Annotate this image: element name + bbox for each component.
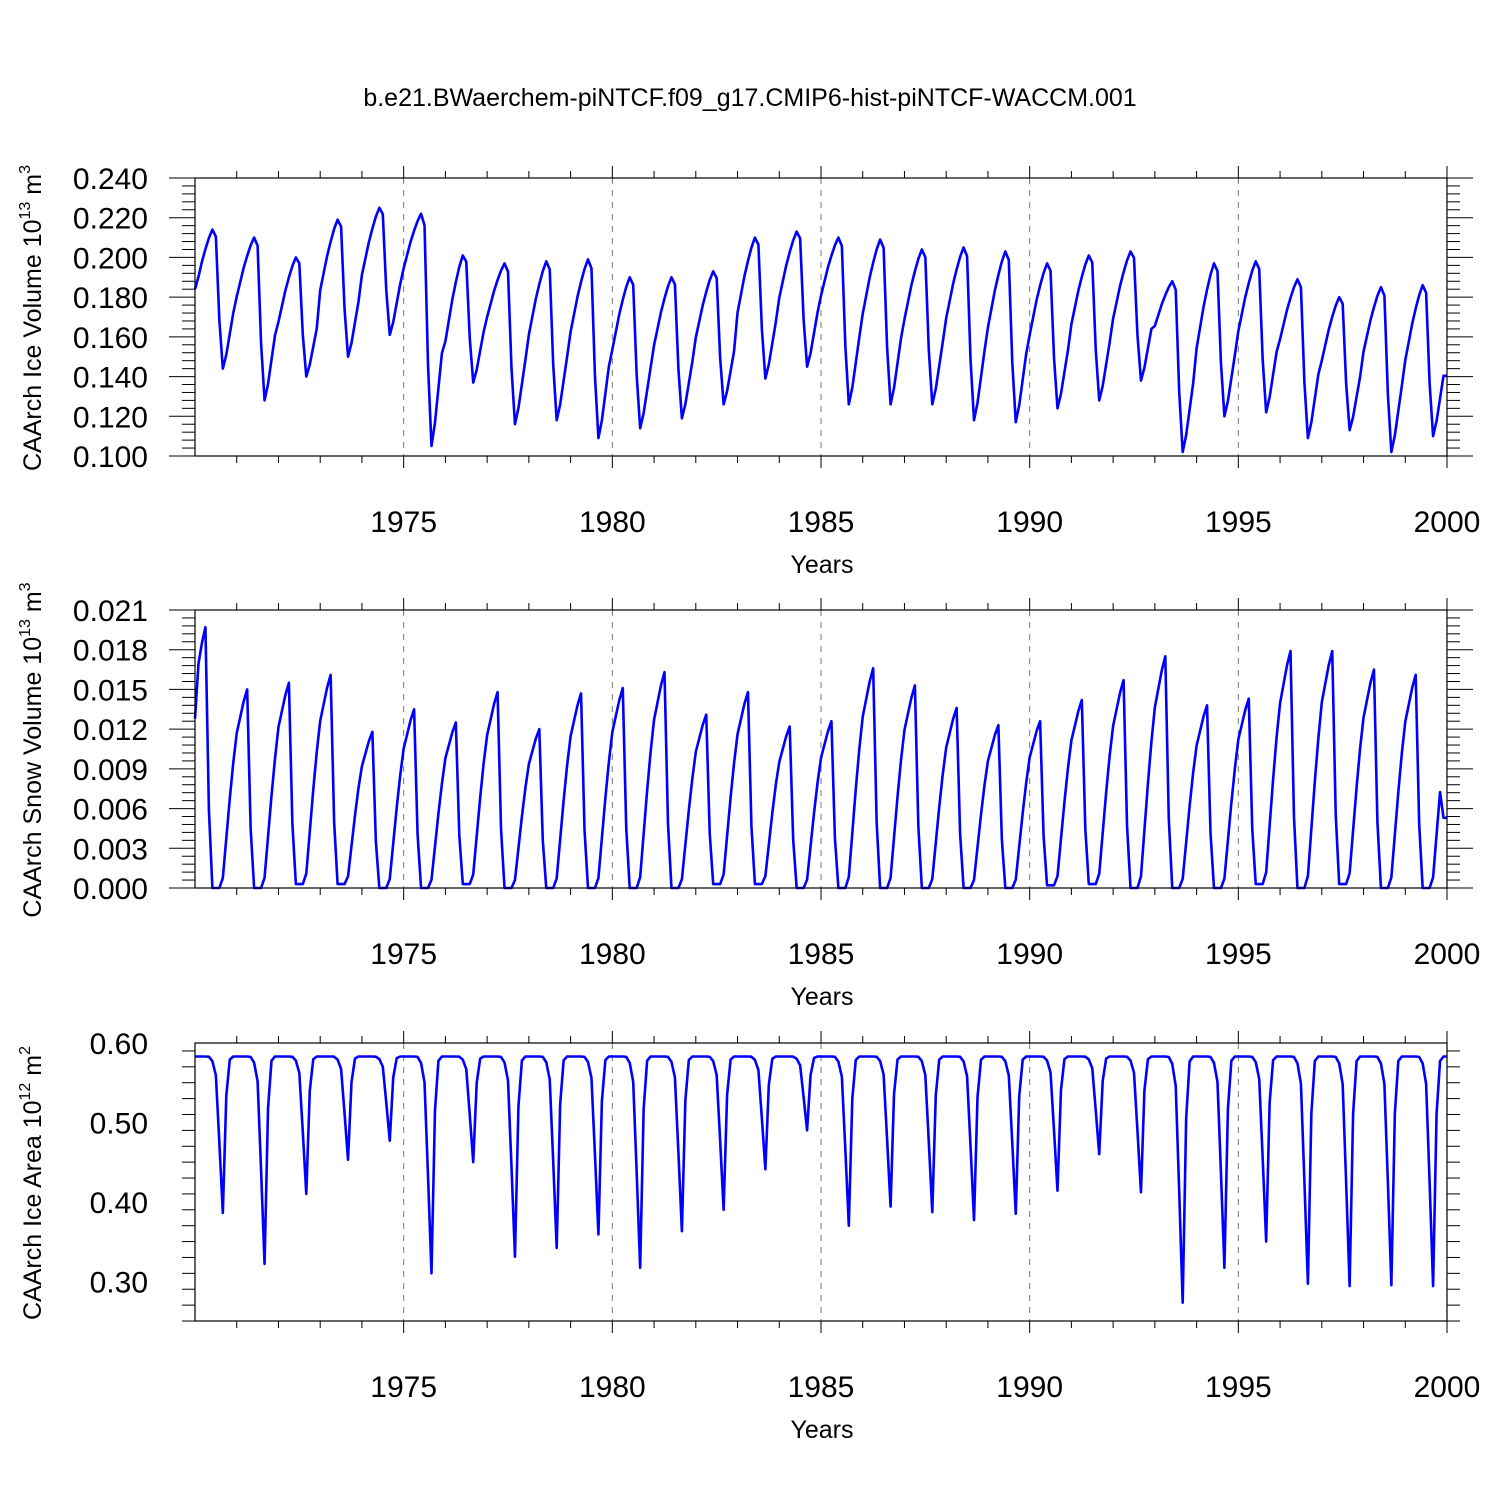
y-tick-label: 0.240 bbox=[73, 163, 148, 196]
y-axis-label-exponent: 13 bbox=[17, 619, 34, 637]
x-tick-label: 1990 bbox=[996, 938, 1063, 971]
y-axis-label-unit: m bbox=[19, 1055, 47, 1083]
y-axis-label: CAArch Ice Volume 1013 m3 bbox=[17, 165, 47, 471]
y-axis-label: CAArch Snow Volume 1013 m3 bbox=[17, 582, 47, 917]
y-tick-label: 0.000 bbox=[73, 873, 148, 906]
x-tick-label: 2000 bbox=[1414, 938, 1481, 971]
y-axis-label-unit: m bbox=[19, 174, 47, 202]
x-tick-label: 1990 bbox=[996, 1371, 1063, 1404]
x-tick-label: 1995 bbox=[1205, 1371, 1272, 1404]
y-tick-label: 0.003 bbox=[73, 833, 148, 866]
y-tick-label: 0.140 bbox=[73, 362, 148, 395]
y-tick-label: 0.100 bbox=[73, 441, 148, 474]
x-axis-label: Years bbox=[790, 983, 853, 1011]
y-axis-label-unit-exponent: 2 bbox=[17, 1046, 34, 1055]
y-tick-label: 0.015 bbox=[73, 674, 148, 707]
x-tick-label: 1980 bbox=[579, 506, 646, 539]
y-axis-label-text: CAArch Snow Volume 10 bbox=[19, 637, 47, 918]
y-tick-label: 0.012 bbox=[73, 714, 148, 747]
y-tick-label: 0.180 bbox=[73, 282, 148, 315]
figure-title: b.e21.BWaerchem-piNTCF.f09_g17.CMIP6-his… bbox=[363, 84, 1136, 112]
x-tick-label: 2000 bbox=[1414, 506, 1481, 539]
panel-3: 1975 1980 1985 1990 1995 2000 Years 0.60 0.50 0.4… bbox=[17, 1028, 1480, 1444]
y-tick-label: 0.30 bbox=[90, 1266, 148, 1299]
y-axis-label: CAArch Ice Area 1012 m2 bbox=[17, 1046, 47, 1320]
x-tick-label: 1980 bbox=[579, 1371, 646, 1404]
x-axis-label: Years bbox=[790, 1416, 853, 1444]
x-tick-label: 1975 bbox=[370, 938, 437, 971]
y-axis-label-text: CAArch Ice Area 10 bbox=[19, 1100, 47, 1320]
series-line bbox=[193, 206, 1447, 454]
y-tick-label: 0.006 bbox=[73, 794, 148, 827]
y-tick-label: 0.021 bbox=[73, 595, 148, 628]
x-tick-label: 1990 bbox=[996, 506, 1063, 539]
y-tick-label: 0.120 bbox=[73, 401, 148, 434]
series-line bbox=[195, 1055, 1447, 1305]
y-tick-label: 0.200 bbox=[73, 242, 148, 275]
y-tick-label: 0.60 bbox=[90, 1028, 148, 1061]
x-tick-label: 1985 bbox=[788, 1371, 855, 1404]
y-axis-label-text: CAArch Ice Volume 10 bbox=[19, 219, 47, 471]
y-tick-label: 0.50 bbox=[90, 1107, 148, 1140]
y-tick-label: 0.220 bbox=[73, 203, 148, 236]
panel-2: 1975 1980 1985 1990 1995 2000 Years 0.021 0.018 0… bbox=[17, 582, 1480, 1011]
y-tick-label: 0.160 bbox=[73, 322, 148, 355]
x-tick-label: 1985 bbox=[788, 938, 855, 971]
x-tick-label: 1975 bbox=[370, 506, 437, 539]
y-tick-label: 0.009 bbox=[73, 754, 148, 787]
x-tick-label: 1995 bbox=[1205, 506, 1272, 539]
x-tick-label: 1985 bbox=[788, 506, 855, 539]
y-axis-label-exponent: 12 bbox=[17, 1083, 34, 1101]
y-axis-label-unit-exponent: 3 bbox=[17, 165, 34, 174]
y-tick-label: 0.40 bbox=[90, 1187, 148, 1220]
panels: 1975 1980 1985 1990 1995 2000 Years 0.240 0.220 0… bbox=[17, 163, 1480, 1444]
y-axis-label-exponent: 13 bbox=[17, 202, 34, 220]
x-tick-label: 1980 bbox=[579, 938, 646, 971]
x-axis-label: Years bbox=[790, 551, 853, 579]
x-tick-label: 2000 bbox=[1414, 1371, 1481, 1404]
y-axis-label-unit-exponent: 3 bbox=[17, 582, 34, 591]
series-line bbox=[193, 625, 1447, 890]
y-axis-label-unit: m bbox=[19, 591, 47, 619]
y-tick-label: 0.018 bbox=[73, 635, 148, 668]
panel-1: 1975 1980 1985 1990 1995 2000 Years 0.240 0.220 0… bbox=[17, 163, 1480, 579]
x-tick-label: 1995 bbox=[1205, 938, 1272, 971]
x-tick-label: 1975 bbox=[370, 1371, 437, 1404]
